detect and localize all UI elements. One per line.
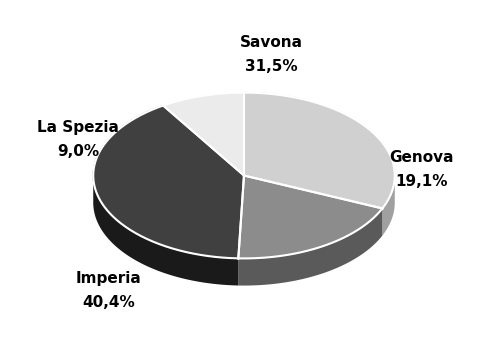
Polygon shape	[244, 93, 395, 208]
Polygon shape	[238, 176, 383, 258]
Polygon shape	[93, 106, 244, 258]
Text: Savona: Savona	[240, 35, 303, 50]
Polygon shape	[383, 176, 395, 236]
Text: 19,1%: 19,1%	[396, 174, 448, 189]
Text: Imperia: Imperia	[76, 271, 141, 285]
Polygon shape	[93, 176, 238, 285]
Text: 9,0%: 9,0%	[57, 144, 99, 159]
Text: 40,4%: 40,4%	[82, 294, 135, 310]
Text: Genova: Genova	[389, 150, 454, 165]
Text: La Spezia: La Spezia	[37, 120, 119, 135]
Text: 31,5%: 31,5%	[245, 59, 298, 74]
Polygon shape	[238, 208, 383, 286]
Polygon shape	[163, 93, 244, 176]
